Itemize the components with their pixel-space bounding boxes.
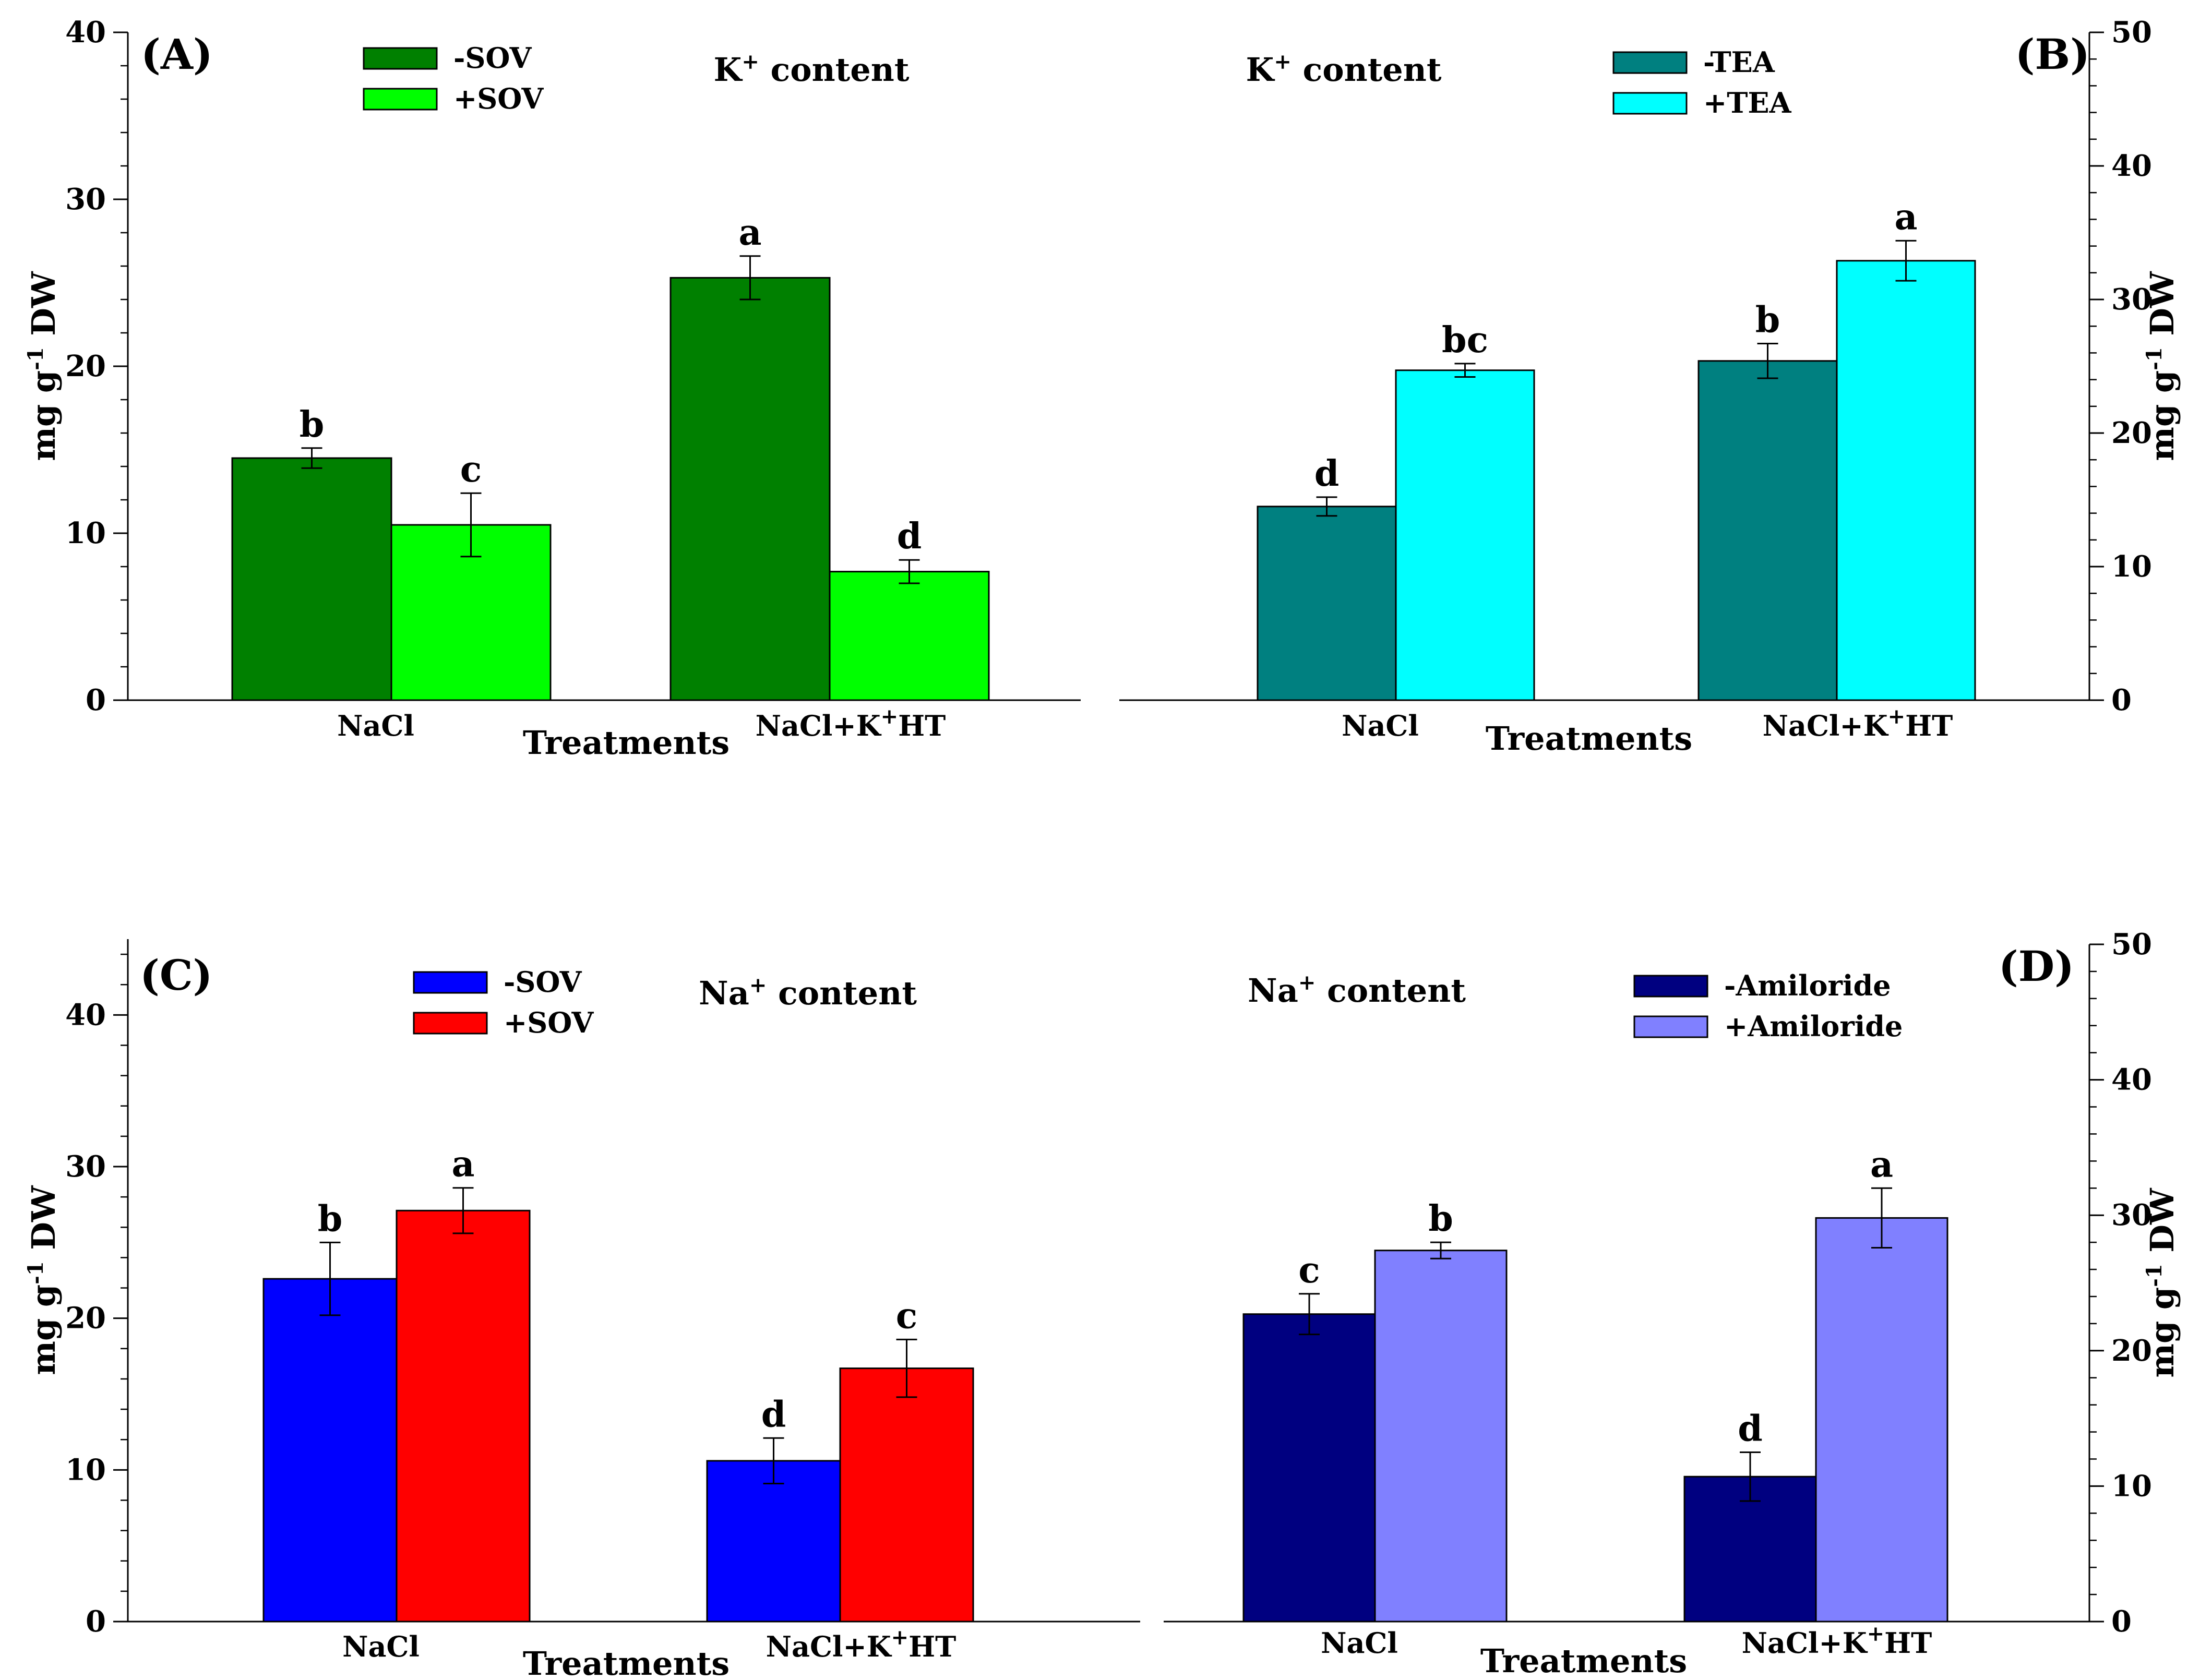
legend-swatch <box>1612 92 1688 115</box>
y-tick-label: 30 <box>2111 1198 2152 1232</box>
y-axis-label: mg g-1 DW <box>23 1185 63 1375</box>
panel-label: (C) <box>140 951 212 1000</box>
significance-letter: a <box>738 212 761 254</box>
legend-label: -Amiloride <box>1724 969 1891 1002</box>
x-axis-label: Treatments <box>523 1645 730 1680</box>
x-axis-label: Treatments <box>1480 1642 1687 1680</box>
significance-letter: a <box>451 1144 474 1185</box>
significance-letter: b <box>1755 299 1780 341</box>
legend-swatch <box>363 88 438 111</box>
y-tick-label: 0 <box>86 683 106 717</box>
category-label: NaCl <box>1321 1626 1398 1660</box>
bar <box>839 1367 974 1623</box>
significance-letter: a <box>1870 1144 1893 1185</box>
chart-title: Na+ content <box>1248 970 1466 1010</box>
bar <box>396 1209 531 1623</box>
bar <box>1242 1313 1376 1623</box>
significance-letter: d <box>761 1394 786 1435</box>
significance-letter: d <box>897 515 922 557</box>
legend-swatch <box>1633 1015 1708 1038</box>
legend-label: -SOV <box>504 965 582 999</box>
significance-letter: bc <box>1442 319 1488 361</box>
y-tick-label: 40 <box>65 15 106 50</box>
y-tick-label: 0 <box>86 1604 106 1639</box>
panel-4: 0 10 20 30 40 50 c d b a NaCl NaCl+K+HT Treatments mg… <box>1164 927 2181 1680</box>
legend-swatch <box>1633 975 1708 998</box>
panel-3: 0 10 20 30 40 b d a c NaCl NaCl+K+HT Treatments mg g… <box>23 939 1140 1680</box>
legend-label: +Amiloride <box>1724 1010 1903 1043</box>
legend-label: +SOV <box>504 1006 594 1039</box>
category-label: NaCl <box>337 709 414 742</box>
bar <box>1815 1217 1948 1623</box>
chart-title: Na+ content <box>699 973 917 1013</box>
bar <box>706 1460 841 1623</box>
y-tick-label: 20 <box>65 349 106 383</box>
panel-1: 0 10 20 30 40 b a c d NaCl NaCl+K+HT Treatments mg g… <box>23 15 1081 762</box>
y-axis-label: mg g-1 DW <box>23 271 63 461</box>
legend-swatch <box>413 971 488 994</box>
y-tick-label: 20 <box>2111 416 2152 450</box>
y-tick-label: 50 <box>2111 15 2152 50</box>
significance-letter: a <box>1894 196 1917 238</box>
bar <box>1257 506 1397 701</box>
y-tick-label: 0 <box>2111 1604 2132 1639</box>
bar <box>231 457 392 701</box>
significance-letter: c <box>896 1295 917 1337</box>
legend-label: +TEA <box>1703 86 1792 119</box>
y-axis-label: mg g-1 DW <box>2142 271 2182 461</box>
y-tick-label: 50 <box>2111 927 2152 962</box>
chart-title: K+ content <box>714 50 910 89</box>
legend-swatch <box>363 47 438 70</box>
y-tick-label: 10 <box>2111 1469 2152 1503</box>
category-label: NaCl+K+HT <box>1763 704 1953 743</box>
significance-letter: c <box>460 449 482 490</box>
significance-letter: c <box>1298 1250 1320 1291</box>
bar <box>1697 360 1838 701</box>
category-label: NaCl+K+HT <box>766 1625 956 1664</box>
legend-swatch <box>1612 51 1688 74</box>
significance-letter: b <box>300 404 325 446</box>
panel-label: (B) <box>2015 30 2090 79</box>
y-tick-label: 40 <box>2111 149 2152 183</box>
bar <box>1374 1250 1508 1623</box>
legend-swatch <box>413 1012 488 1035</box>
category-label: NaCl <box>1342 709 1419 742</box>
bar <box>829 571 990 701</box>
bar <box>262 1278 398 1623</box>
significance-letter: b <box>318 1198 343 1240</box>
y-axis-label: mg g-1 DW <box>2142 1187 2182 1378</box>
y-tick-label: 10 <box>65 516 106 550</box>
y-tick-label: 30 <box>65 1149 106 1184</box>
legend-label: -TEA <box>1703 45 1775 79</box>
y-tick-label: 0 <box>2111 683 2132 717</box>
bar <box>1395 369 1535 701</box>
category-label: NaCl+K+HT <box>756 704 946 743</box>
legend-label: -SOV <box>453 41 532 75</box>
y-tick-label: 10 <box>2111 549 2152 584</box>
panel-2: 0 10 20 30 40 50 d b bc a NaCl NaCl+K+HT Treatments m… <box>1119 15 2181 758</box>
bar <box>1836 260 1976 701</box>
category-label: NaCl <box>342 1630 420 1663</box>
panel-label: (A) <box>141 30 213 79</box>
panel-label: (D) <box>1999 942 2074 991</box>
legend-label: +SOV <box>453 82 544 115</box>
significance-letter: d <box>1314 453 1340 495</box>
y-tick-label: 20 <box>2111 1334 2152 1368</box>
y-tick-label: 10 <box>65 1453 106 1487</box>
x-axis-label: Treatments <box>1486 719 1692 758</box>
bar <box>669 277 831 701</box>
category-label: NaCl+K+HT <box>1742 1622 1932 1660</box>
significance-letter: d <box>1738 1408 1763 1450</box>
y-tick-label: 40 <box>2111 1063 2152 1097</box>
chart-title: K+ content <box>1246 50 1442 89</box>
significance-letter: b <box>1428 1198 1453 1240</box>
y-tick-label: 30 <box>65 182 106 217</box>
y-tick-label: 20 <box>65 1301 106 1336</box>
x-axis-label: Treatments <box>523 724 730 762</box>
y-tick-label: 40 <box>65 998 106 1032</box>
y-tick-label: 30 <box>2111 282 2152 317</box>
